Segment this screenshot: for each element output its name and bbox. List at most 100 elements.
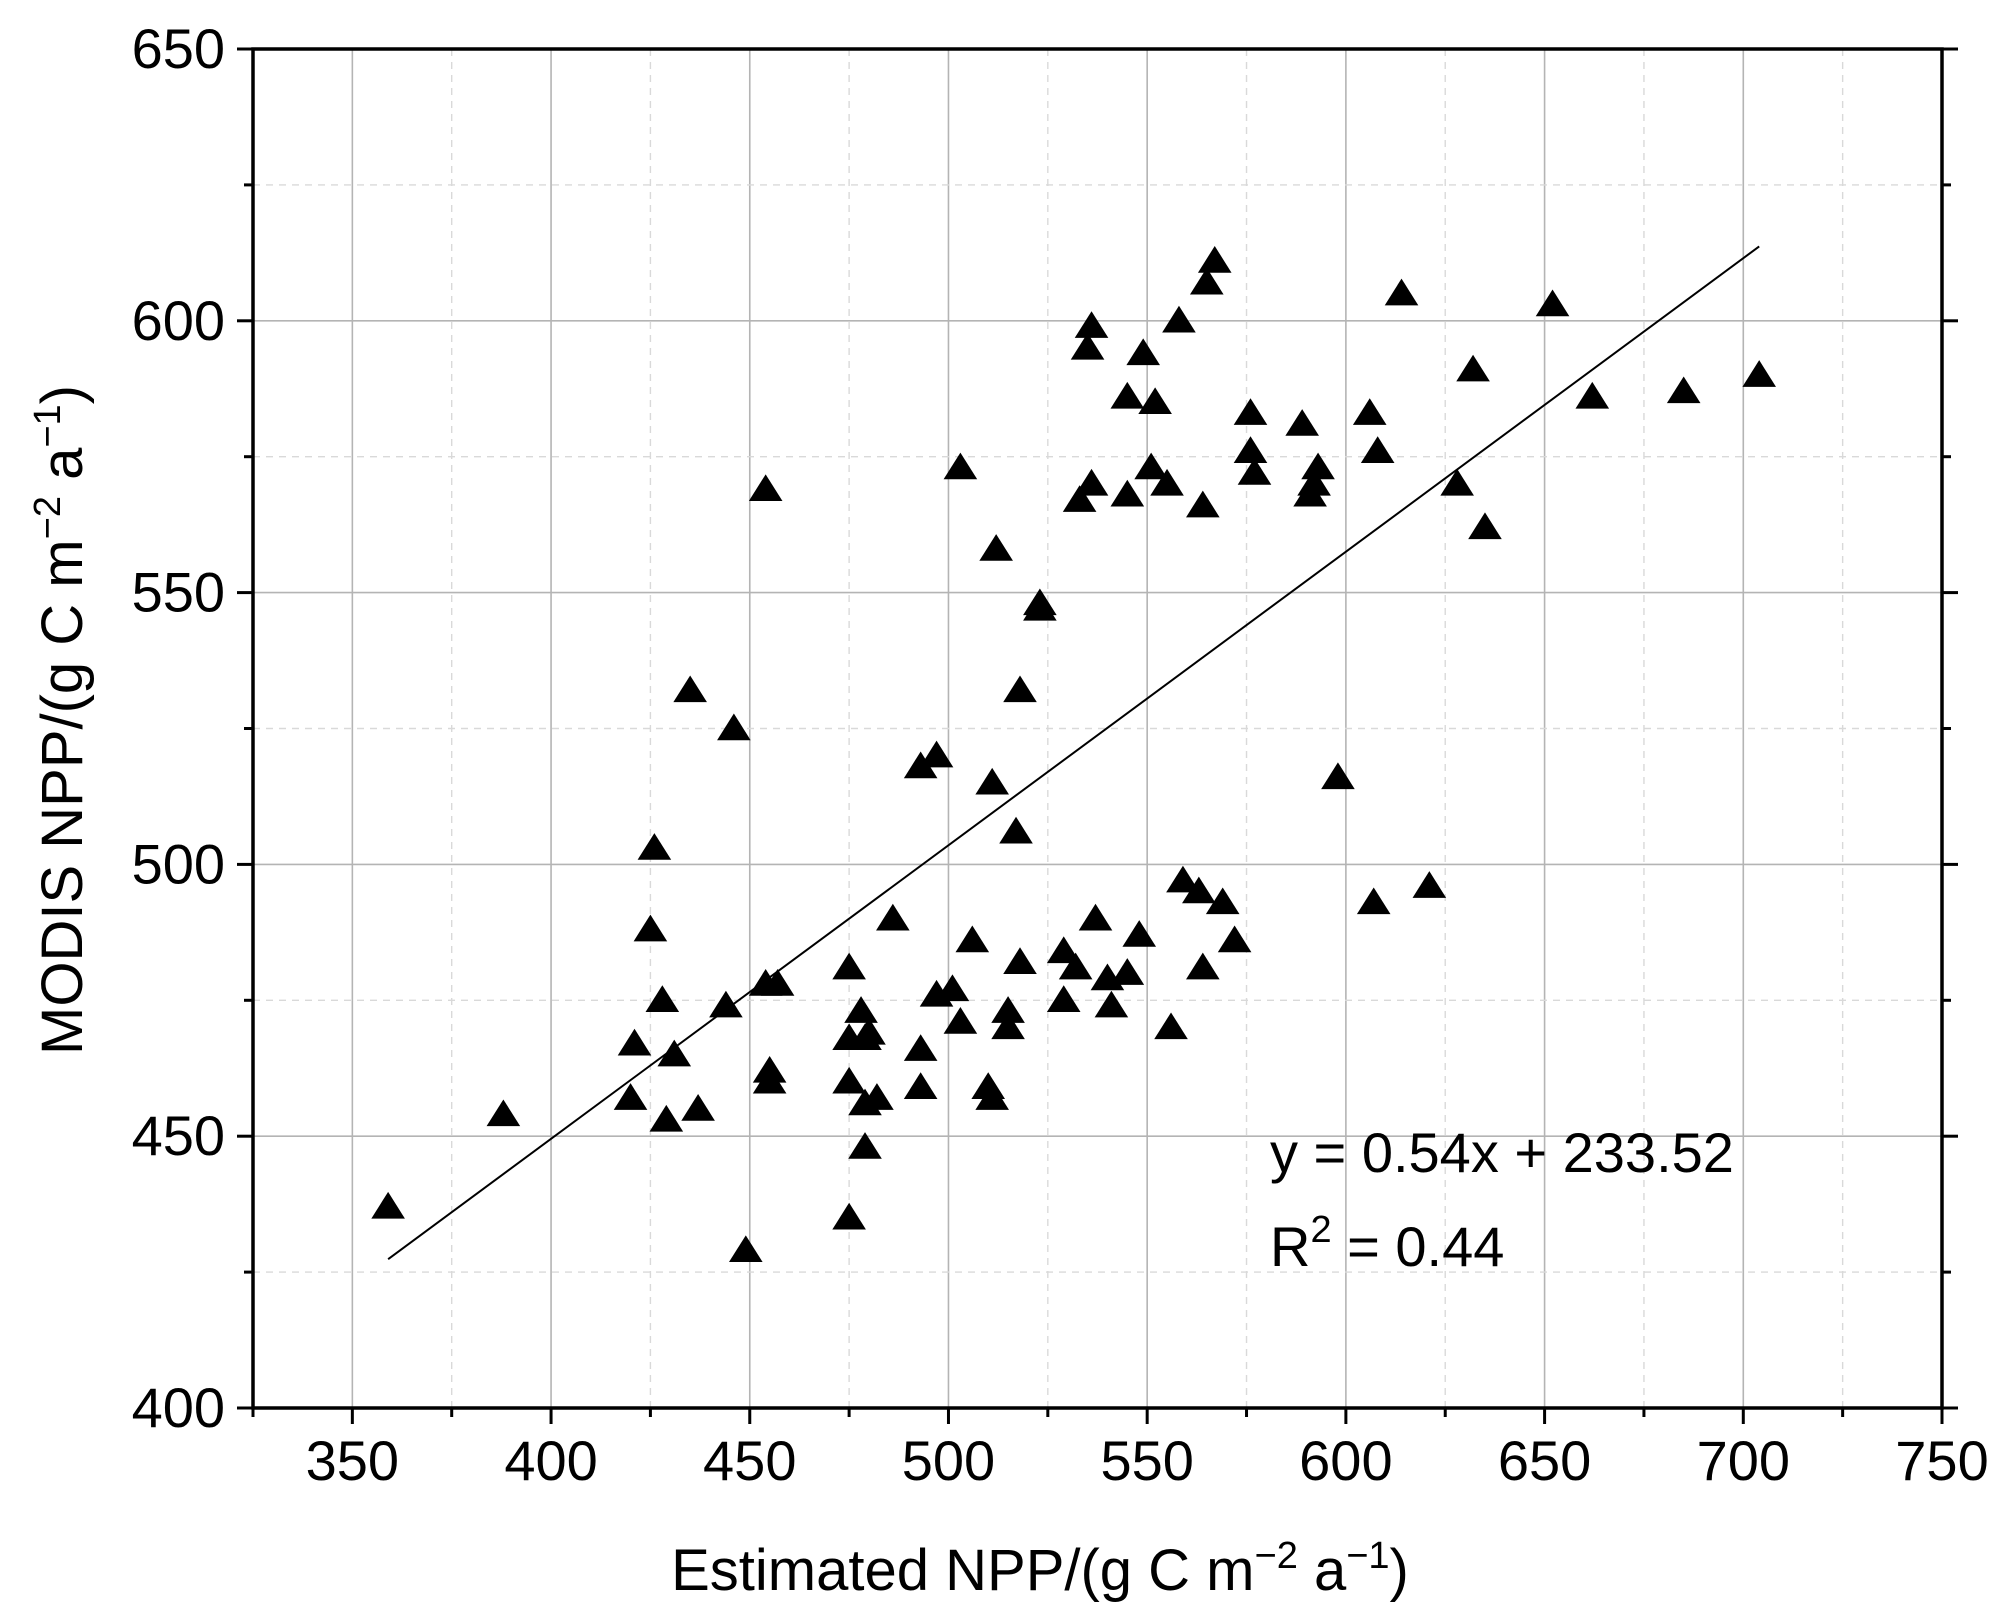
y-axis-title: MODIS NPP/(g C m−2 a−1) — [27, 385, 95, 1055]
data-point — [1301, 452, 1335, 480]
data-point — [1468, 512, 1502, 540]
data-point — [1023, 593, 1057, 621]
data-point — [1003, 947, 1037, 974]
data-point — [371, 1191, 405, 1219]
data-point — [975, 1083, 1009, 1110]
data-point — [760, 968, 795, 996]
data-point — [752, 1066, 787, 1094]
data-point — [657, 1039, 692, 1067]
data-point — [1003, 675, 1037, 703]
data-point — [919, 740, 954, 768]
data-point — [1138, 387, 1172, 415]
data-point — [1233, 398, 1268, 425]
data-point — [1384, 278, 1419, 306]
data-point — [1186, 490, 1220, 518]
x-tick-label: 350 — [306, 1429, 399, 1492]
data-point — [673, 675, 707, 703]
data-point — [876, 903, 910, 931]
data-point — [1237, 458, 1272, 485]
data-point — [832, 952, 866, 980]
data-point — [1535, 289, 1570, 317]
data-point — [1666, 376, 1701, 404]
x-tick-label: 650 — [1498, 1429, 1591, 1492]
data-point — [1440, 468, 1474, 496]
y-tick-label: 400 — [132, 1376, 225, 1439]
data-point — [975, 767, 1009, 795]
data-point — [852, 1017, 886, 1045]
data-point — [1122, 920, 1157, 947]
x-tick-label: 400 — [504, 1429, 597, 1492]
data-point — [1189, 267, 1224, 295]
x-tick-label: 550 — [1100, 1429, 1193, 1492]
y-axis-ticks: 400 450 500 550 600 650 — [132, 17, 1958, 1439]
data-point — [1205, 887, 1240, 915]
data-point — [1356, 887, 1391, 915]
data-point — [955, 925, 990, 953]
data-point — [633, 914, 668, 942]
data-point — [1297, 468, 1331, 496]
data-point — [1217, 925, 1252, 953]
data-point — [860, 1083, 894, 1110]
data-point — [1575, 381, 1610, 409]
y-tick-label: 450 — [132, 1104, 225, 1167]
data-point — [1321, 762, 1355, 790]
regression-equation: y = 0.54x + 233.52 — [1270, 1121, 1734, 1184]
fit-layer — [387, 245, 1760, 1260]
data-point — [1154, 1012, 1188, 1040]
r-squared-label: R2 = 0.44 — [1270, 1209, 1504, 1278]
data-point — [613, 1083, 648, 1110]
data-point — [1074, 468, 1109, 496]
data-point — [1186, 952, 1220, 980]
data-point — [748, 474, 783, 502]
data-point — [1110, 958, 1145, 985]
data-point — [637, 833, 672, 860]
data-point — [1074, 311, 1109, 338]
data-point — [1058, 952, 1093, 980]
data-point — [1046, 985, 1081, 1012]
minor-grid — [253, 49, 1942, 1408]
x-tick-label: 600 — [1299, 1429, 1392, 1492]
data-point — [832, 1066, 866, 1094]
x-axis-ticks: 350 400 450 500 550 600 650 700 750 — [251, 1408, 1989, 1492]
data-point — [943, 452, 978, 480]
data-point — [848, 1132, 882, 1159]
data-point — [1110, 479, 1145, 507]
regression-line — [387, 245, 1760, 1260]
data-point — [832, 1202, 866, 1230]
x-axis-title: Estimated NPP/(g C m−2 a−1) — [671, 1535, 1409, 1603]
data-point — [486, 1099, 521, 1127]
data-point — [1134, 452, 1168, 480]
data-point — [1166, 865, 1200, 893]
data-point — [903, 751, 938, 779]
data-point — [709, 990, 743, 1018]
data-point — [1150, 468, 1184, 496]
data-point — [681, 1094, 715, 1121]
y-tick-label: 500 — [132, 832, 225, 895]
data-point — [903, 1034, 938, 1061]
x-tick-label: 750 — [1895, 1429, 1988, 1492]
data-point — [1360, 436, 1395, 463]
data-point — [999, 816, 1033, 844]
y-tick-label: 550 — [132, 561, 225, 624]
data-point — [991, 1012, 1025, 1040]
data-point — [728, 1235, 763, 1263]
x-tick-label: 450 — [703, 1429, 796, 1492]
data-point — [991, 996, 1025, 1023]
data-point — [1412, 871, 1447, 898]
data-point — [617, 1028, 652, 1056]
data-point — [1110, 381, 1145, 409]
data-point — [935, 974, 970, 1002]
data-point — [979, 534, 1013, 561]
data-point — [1197, 246, 1232, 273]
data-point — [1062, 485, 1097, 512]
y-tick-label: 600 — [132, 289, 225, 352]
x-tick-label: 500 — [902, 1429, 995, 1492]
data-point — [903, 1072, 938, 1099]
data-point — [1352, 398, 1387, 425]
data-point — [1126, 338, 1161, 366]
data-point — [1046, 936, 1081, 964]
data-point — [943, 1007, 978, 1034]
data-point — [1456, 354, 1490, 382]
data-point — [1285, 409, 1319, 436]
data-point — [645, 985, 680, 1012]
